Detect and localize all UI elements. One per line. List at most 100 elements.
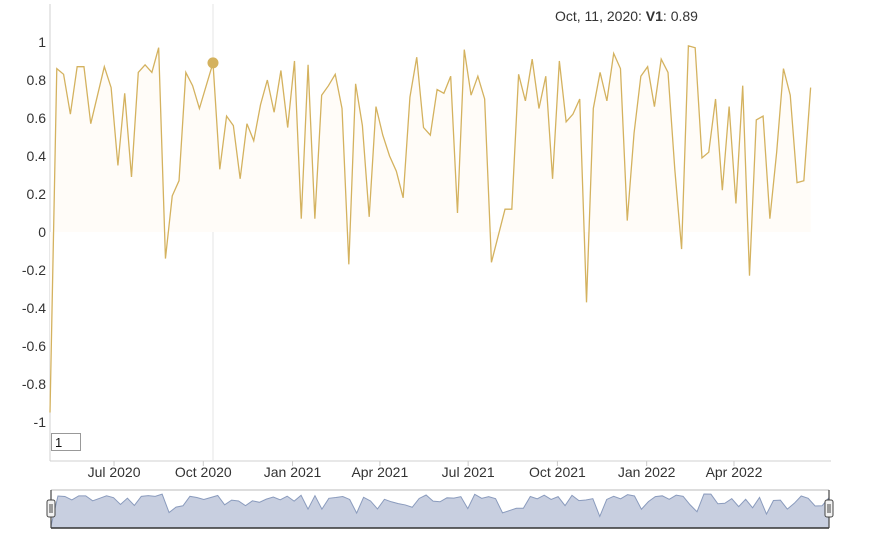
data-point[interactable] — [320, 93, 324, 97]
data-point[interactable] — [544, 74, 548, 78]
data-point[interactable] — [557, 59, 561, 63]
data-point[interactable] — [367, 215, 371, 219]
data-point[interactable] — [795, 181, 799, 185]
data-point[interactable] — [360, 124, 364, 128]
data-point[interactable] — [55, 67, 59, 71]
data-point[interactable] — [489, 260, 493, 264]
data-point[interactable] — [354, 82, 358, 86]
data-point[interactable] — [496, 234, 500, 238]
data-point[interactable] — [551, 177, 555, 181]
data-point[interactable] — [177, 179, 181, 183]
data-point[interactable] — [136, 70, 140, 74]
data-point[interactable] — [761, 114, 765, 118]
data-point[interactable] — [313, 217, 317, 221]
data-point[interactable] — [231, 124, 235, 128]
range-input-box[interactable]: 1 — [51, 433, 81, 451]
data-point[interactable] — [265, 78, 269, 82]
data-point[interactable] — [700, 156, 704, 160]
data-point[interactable] — [347, 262, 351, 266]
data-point[interactable] — [299, 217, 303, 221]
data-point[interactable] — [612, 51, 616, 55]
data-point[interactable] — [802, 179, 806, 183]
data-point[interactable] — [272, 110, 276, 114]
data-point[interactable] — [517, 72, 521, 76]
data-point[interactable] — [564, 120, 568, 124]
data-point[interactable] — [578, 97, 582, 101]
navigator-left-handle[interactable] — [46, 490, 56, 528]
data-point[interactable] — [75, 65, 79, 69]
data-point[interactable] — [259, 103, 263, 107]
data-point[interactable] — [652, 105, 656, 109]
data-point[interactable] — [62, 72, 66, 76]
data-point[interactable] — [449, 74, 453, 78]
data-point[interactable] — [686, 44, 690, 48]
data-point[interactable] — [408, 95, 412, 99]
data-point[interactable] — [184, 70, 188, 74]
data-point[interactable] — [530, 57, 534, 61]
data-point[interactable] — [286, 126, 290, 130]
data-point[interactable] — [225, 114, 229, 118]
data-point[interactable] — [605, 99, 609, 103]
data-point[interactable] — [394, 169, 398, 173]
data-point[interactable] — [598, 70, 602, 74]
navigator-right-handle[interactable] — [824, 490, 834, 528]
data-point[interactable] — [571, 112, 575, 116]
data-point[interactable] — [245, 122, 249, 126]
data-point[interactable] — [306, 63, 310, 67]
data-point[interactable] — [388, 154, 392, 158]
data-point[interactable] — [442, 91, 446, 95]
data-point[interactable] — [768, 217, 772, 221]
data-point[interactable] — [89, 122, 93, 126]
data-point[interactable] — [754, 118, 758, 122]
data-point[interactable] — [333, 72, 337, 76]
data-point[interactable] — [170, 194, 174, 198]
data-point[interactable] — [720, 188, 724, 192]
data-point[interactable] — [422, 126, 426, 130]
data-point[interactable] — [143, 63, 147, 67]
data-point[interactable] — [116, 164, 120, 168]
data-point[interactable] — [102, 65, 106, 69]
data-point[interactable] — [435, 88, 439, 92]
data-point[interactable] — [428, 133, 432, 137]
data-point[interactable] — [191, 84, 195, 88]
data-point[interactable] — [646, 65, 650, 69]
data-point[interactable] — [218, 167, 222, 171]
data-point[interactable] — [129, 175, 133, 179]
data-point[interactable] — [68, 112, 72, 116]
data-point[interactable] — [510, 207, 514, 211]
data-point[interactable] — [374, 105, 378, 109]
data-point[interactable] — [680, 247, 684, 251]
data-point[interactable] — [238, 177, 242, 181]
data-point[interactable] — [252, 139, 256, 143]
data-point[interactable] — [591, 107, 595, 111]
data-point[interactable] — [625, 219, 629, 223]
data-point[interactable] — [462, 48, 466, 52]
data-point[interactable] — [639, 74, 643, 78]
data-point[interactable] — [632, 131, 636, 135]
data-point[interactable] — [96, 93, 100, 97]
data-point[interactable] — [469, 93, 473, 97]
data-point[interactable] — [204, 84, 208, 88]
data-point[interactable] — [523, 99, 527, 103]
data-point[interactable] — [734, 202, 738, 206]
data-point[interactable] — [340, 107, 344, 111]
data-point[interactable] — [150, 70, 154, 74]
data-point[interactable] — [401, 196, 405, 200]
data-point[interactable] — [788, 93, 792, 97]
data-point[interactable] — [503, 207, 507, 211]
navigator[interactable] — [46, 489, 834, 529]
data-point[interactable] — [326, 84, 330, 88]
data-point[interactable] — [714, 97, 718, 101]
data-point[interactable] — [775, 150, 779, 154]
data-point[interactable] — [741, 84, 745, 88]
data-point[interactable] — [279, 69, 283, 73]
data-point[interactable] — [618, 67, 622, 71]
data-point[interactable] — [381, 133, 385, 137]
data-point[interactable] — [476, 74, 480, 78]
data-point[interactable] — [292, 59, 296, 63]
data-point[interactable] — [123, 91, 127, 95]
data-point[interactable] — [727, 105, 731, 109]
data-point[interactable] — [415, 55, 419, 59]
data-point-layer[interactable] — [48, 44, 813, 415]
data-point[interactable] — [666, 70, 670, 74]
